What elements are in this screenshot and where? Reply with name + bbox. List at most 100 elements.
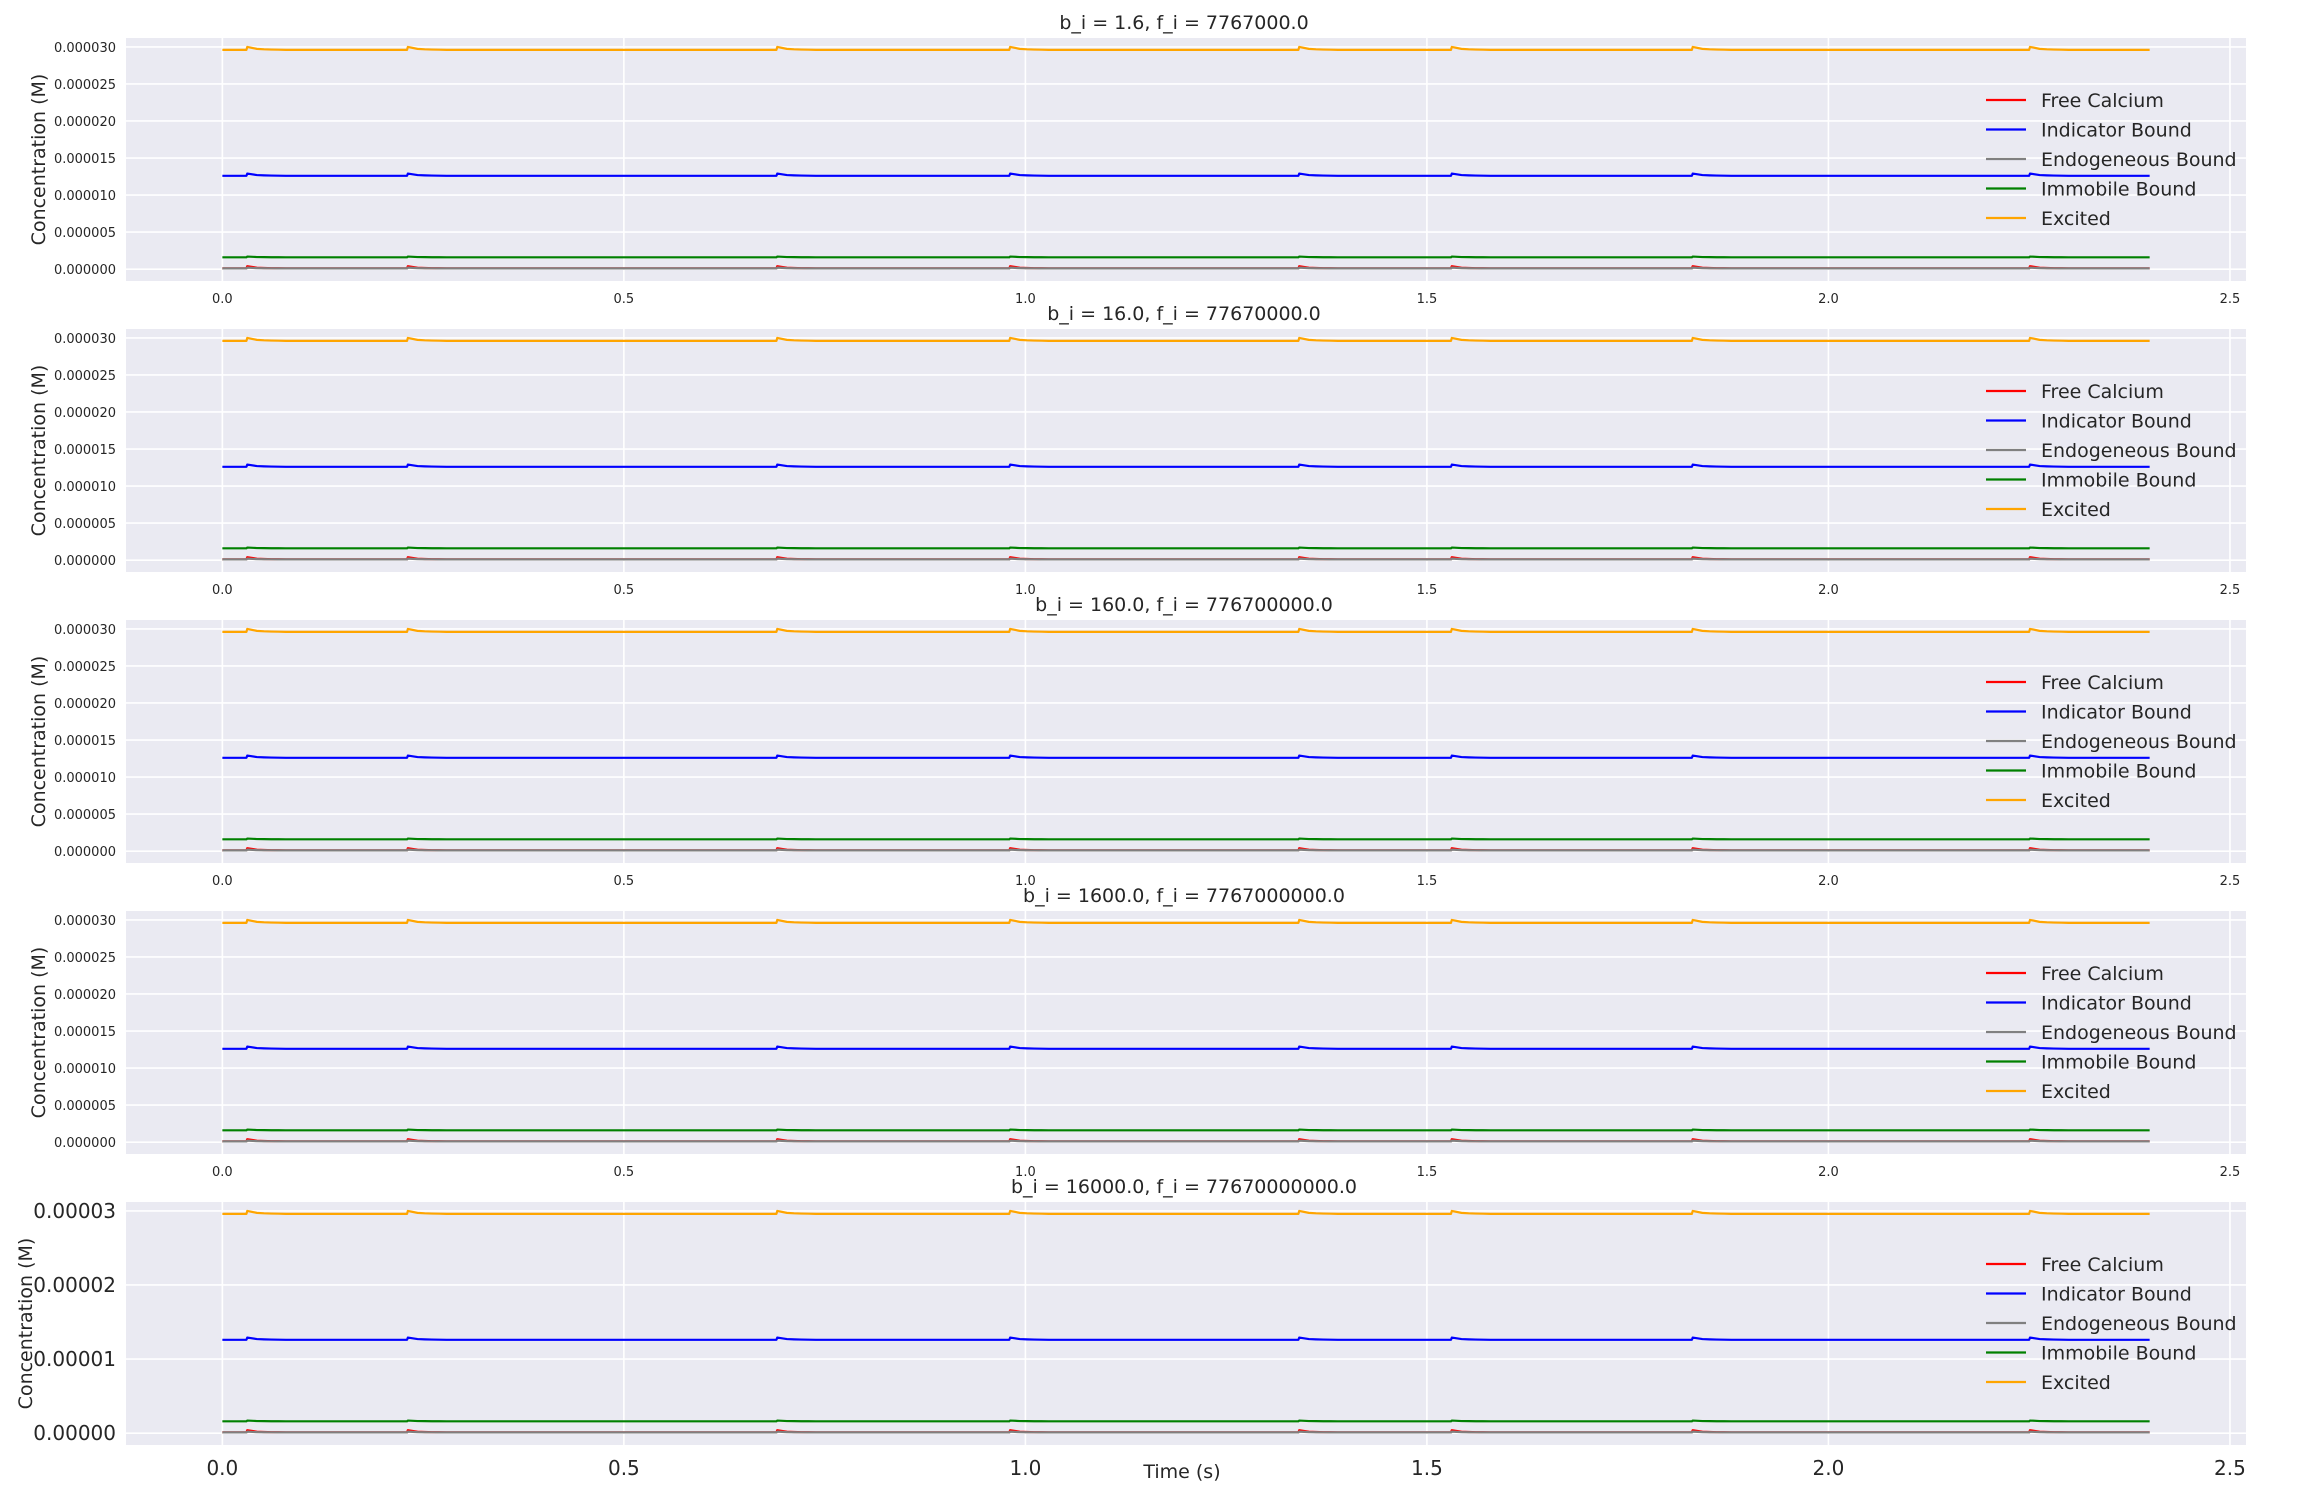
x-tick-label: 0.5: [614, 1165, 635, 1180]
y-tick-label: 0.000015: [54, 443, 116, 458]
legend-label: Excited: [2041, 1372, 2111, 1394]
y-axis-label: Concentration (M): [28, 656, 50, 828]
series-line-indicator-bound: [222, 463, 2150, 468]
y-tick-label: 0.00000: [33, 1421, 116, 1445]
y-tick-label: 0.000015: [54, 1025, 116, 1040]
x-tick-label: 1.0: [1015, 292, 1036, 307]
y-tick-label: 0.000015: [54, 734, 116, 749]
series-line-immobile-bound: [222, 255, 2150, 259]
y-tick-label: 0.000020: [54, 406, 116, 421]
y-tick-label: 0.000000: [54, 1136, 116, 1151]
y-tick-label: 0.000030: [54, 41, 116, 56]
panel-title: b_i = 1600.0, f_i = 7767000000.0: [1023, 885, 1345, 907]
x-axis-label: Time (s): [1142, 1461, 1220, 1483]
legend-label: Endogeneous Bound: [2041, 1022, 2237, 1044]
x-tick-label: 0.5: [614, 583, 635, 598]
x-tick-label: 1.0: [1015, 1165, 1036, 1180]
series-line-endogeneous-bound: [222, 266, 2150, 270]
series-line-excited: [222, 1209, 2150, 1215]
series-line-indicator-bound: [222, 172, 2150, 177]
y-tick-label: 0.000025: [54, 369, 116, 384]
panel-title: b_i = 16000.0, f_i = 77670000000.0: [1011, 1176, 1357, 1198]
panel-title: b_i = 160.0, f_i = 776700000.0: [1035, 594, 1333, 616]
y-tick-label: 0.000030: [54, 332, 116, 347]
y-tick-label: 0.000005: [54, 226, 116, 241]
legend-label: Endogeneous Bound: [2041, 440, 2237, 462]
series-line-immobile-bound: [222, 1419, 2150, 1423]
panel-title: b_i = 1.6, f_i = 7767000.0: [1059, 12, 1308, 34]
x-tick-label: 0.5: [614, 874, 635, 889]
x-tick-label: 2.5: [2220, 292, 2241, 307]
x-tick-label: 0.5: [608, 1456, 640, 1480]
x-tick-label: 0.0: [212, 1165, 233, 1180]
y-tick-label: 0.000010: [54, 189, 116, 204]
y-tick-label: 0.000005: [54, 517, 116, 532]
series-line-excited: [222, 627, 2150, 633]
legend-label: Immobile Bound: [2041, 179, 2196, 201]
series-line-immobile-bound: [222, 546, 2150, 550]
x-tick-label: 1.0: [1015, 583, 1036, 598]
x-tick-label: 1.5: [1411, 1456, 1443, 1480]
x-tick-label: 1.5: [1417, 874, 1438, 889]
y-tick-label: 0.000005: [54, 1099, 116, 1114]
panel-1: b_i = 1.6, f_i = 7767000.0 0.000000 0.0000…: [28, 12, 2246, 307]
y-tick-label: 0.00001: [33, 1347, 116, 1371]
panel-3: b_i = 160.0, f_i = 776700000.0 0.000000 0.…: [28, 594, 2246, 889]
legend-label: Indicator Bound: [2041, 1284, 2192, 1306]
legend-label: Excited: [2041, 790, 2111, 812]
x-tick-label: 1.5: [1417, 1165, 1438, 1180]
legend-label: Endogeneous Bound: [2041, 731, 2237, 753]
legend-label: Immobile Bound: [2041, 470, 2196, 492]
y-tick-label: 0.000000: [54, 845, 116, 860]
x-tick-label: 1.5: [1417, 292, 1438, 307]
x-tick-label: 2.0: [1818, 583, 1839, 598]
y-tick-label: 0.000010: [54, 1062, 116, 1077]
x-tick-label: 2.5: [2220, 583, 2241, 598]
legend-label: Immobile Bound: [2041, 761, 2196, 783]
legend-label: Immobile Bound: [2041, 1343, 2196, 1365]
legend-label: Free Calcium: [2041, 963, 2164, 985]
y-tick-label: 0.000030: [54, 623, 116, 638]
series-line-excited: [222, 45, 2150, 51]
x-tick-label: 0.5: [614, 292, 635, 307]
panel-4: b_i = 1600.0, f_i = 7767000000.0 0.000000…: [28, 885, 2246, 1180]
plot-area: [126, 911, 2246, 1154]
y-tick-label: 0.000025: [54, 951, 116, 966]
series-line-indicator-bound: [222, 754, 2150, 759]
series-line-immobile-bound: [222, 1128, 2150, 1132]
y-tick-label: 0.000005: [54, 808, 116, 823]
legend-label: Excited: [2041, 1081, 2111, 1103]
x-tick-label: 1.0: [1015, 874, 1036, 889]
panel-5: b_i = 16000.0, f_i = 77670000000.0 0.0000…: [15, 1176, 2246, 1480]
series-line-excited: [222, 918, 2150, 924]
series-line-endogeneous-bound: [222, 557, 2150, 561]
y-axis-label: Concentration (M): [28, 74, 50, 246]
series-line-endogeneous-bound: [222, 1430, 2150, 1434]
legend-label: Immobile Bound: [2041, 1052, 2196, 1074]
y-tick-label: 0.000020: [54, 697, 116, 712]
legend-label: Indicator Bound: [2041, 702, 2192, 724]
y-tick-label: 0.000010: [54, 771, 116, 786]
panel-2: b_i = 16.0, f_i = 77670000.00.0000000.00…: [28, 303, 2246, 598]
plot-area: [126, 620, 2246, 863]
x-tick-label: 0.0: [212, 874, 233, 889]
legend-label: Endogeneous Bound: [2041, 149, 2237, 171]
x-tick-label: 2.0: [1818, 292, 1839, 307]
y-tick-label: 0.000000: [54, 263, 116, 278]
x-tick-label: 2.0: [1818, 874, 1839, 889]
legend-label: Indicator Bound: [2041, 120, 2192, 142]
x-tick-label: 2.0: [1818, 1165, 1839, 1180]
legend-label: Indicator Bound: [2041, 411, 2192, 433]
legend-label: Free Calcium: [2041, 672, 2164, 694]
legend-label: Indicator Bound: [2041, 993, 2192, 1015]
legend-label: Excited: [2041, 208, 2111, 230]
y-tick-label: 0.000025: [54, 660, 116, 675]
x-tick-label: 0.0: [212, 292, 233, 307]
y-tick-label: 0.000020: [54, 988, 116, 1003]
x-tick-label: 2.5: [2220, 1165, 2241, 1180]
y-tick-label: 0.00003: [33, 1199, 116, 1223]
series-line-immobile-bound: [222, 837, 2150, 841]
y-tick-label: 0.000020: [54, 115, 116, 130]
y-tick-label: 0.000030: [54, 914, 116, 929]
